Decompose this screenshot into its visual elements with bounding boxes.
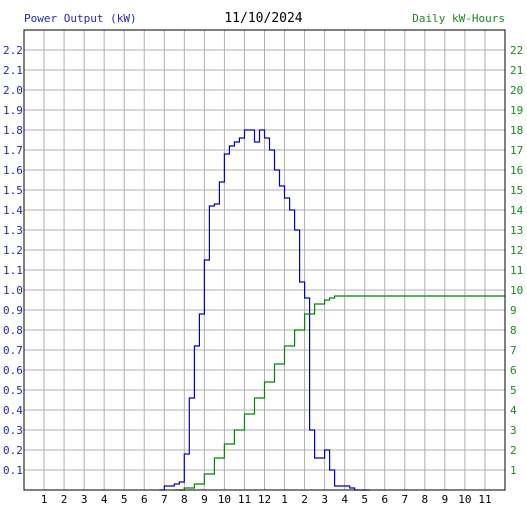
x-tick-label: 5 [361, 493, 368, 506]
y2-tick-label: 21 [510, 64, 523, 77]
y-tick-label: 0.4 [3, 404, 23, 417]
y-tick-label: 1.0 [3, 284, 23, 297]
x-tick-label: 7 [161, 493, 168, 506]
x-tick-label: 3 [81, 493, 88, 506]
x-tick-label: 4 [341, 493, 348, 506]
x-tick-label: 10 [458, 493, 471, 506]
y2-tick-label: 13 [510, 224, 523, 237]
y2-tick-label: 1 [510, 464, 517, 477]
y2-tick-label: 16 [510, 164, 523, 177]
left-axis-title: Power Output (kW) [24, 12, 137, 25]
x-tick-label: 12 [258, 493, 271, 506]
x-tick-label: 10 [218, 493, 231, 506]
x-tick-label: 9 [442, 493, 449, 506]
right-axis-title: Daily kW-Hours [412, 12, 505, 25]
series-layer [159, 129, 505, 491]
y-tick-label: 1.6 [3, 164, 23, 177]
y2-tick-label: 17 [510, 144, 523, 157]
x-tick-label: 4 [101, 493, 108, 506]
y2-tick-label: 18 [510, 124, 523, 137]
y2-tick-label: 7 [510, 344, 517, 357]
y2-tick-label: 10 [510, 284, 523, 297]
x-tick-label: 1 [281, 493, 288, 506]
y-tick-label: 1.3 [3, 224, 23, 237]
y2-tick-label: 8 [510, 324, 517, 337]
x-tick-label: 11 [478, 493, 491, 506]
x-tick-label: 2 [301, 493, 308, 506]
y-tick-label: 0.3 [3, 424, 23, 437]
x-tick-label: 6 [381, 493, 388, 506]
y-tick-label: 2.1 [3, 64, 23, 77]
y2-tick-label: 5 [510, 384, 517, 397]
y-tick-label: 1.8 [3, 124, 23, 137]
y2-tick-label: 22 [510, 44, 523, 57]
y-tick-label: 1.7 [3, 144, 23, 157]
y2-tick-label: 15 [510, 184, 523, 197]
y-tick-label: 0.5 [3, 384, 23, 397]
chart-title: 11/10/2024 [224, 11, 303, 26]
y-tick-label: 1.9 [3, 104, 23, 117]
y2-tick-label: 2 [510, 444, 517, 457]
power-output-line [159, 129, 370, 491]
y2-tick-label: 14 [510, 204, 524, 217]
y-tick-label: 0.6 [3, 364, 23, 377]
x-tick-label: 7 [401, 493, 408, 506]
x-tick-label: 8 [181, 493, 188, 506]
y-tick-label: 0.1 [3, 464, 23, 477]
x-tick-label: 8 [422, 493, 429, 506]
x-tick-label: 2 [61, 493, 68, 506]
y-tick-label: 0.8 [3, 324, 23, 337]
y2-tick-label: 11 [510, 264, 523, 277]
y-tick-label: 1.5 [3, 184, 23, 197]
y-tick-label: 1.4 [3, 204, 23, 217]
x-tick-label: 9 [201, 493, 208, 506]
y2-tick-label: 12 [510, 244, 523, 257]
grid [24, 30, 505, 490]
y-tick-label: 0.2 [3, 444, 23, 457]
y2-tick-label: 19 [510, 104, 523, 117]
y-tick-label: 2.2 [3, 44, 23, 57]
tick-labels: 0.1 0.2 0.3 0.4 0.5 0.6 0.7 0.8 0.9 1.0 1.1 1.2 1.3 1… [3, 44, 524, 506]
y2-tick-label: 3 [510, 424, 517, 437]
y2-tick-label: 6 [510, 364, 517, 377]
plot-frame [23, 29, 506, 491]
y-tick-label: 1.2 [3, 244, 23, 257]
y-tick-label: 0.9 [3, 304, 23, 317]
y-tick-label: 0.7 [3, 344, 23, 357]
y2-tick-label: 9 [510, 304, 517, 317]
y-tick-label: 2.0 [3, 84, 23, 97]
x-tick-label: 3 [321, 493, 328, 506]
y-tick-label: 1.1 [3, 264, 23, 277]
y2-tick-label: 20 [510, 84, 523, 97]
x-tick-label: 11 [238, 493, 251, 506]
x-tick-label: 6 [141, 493, 148, 506]
x-tick-label: 5 [121, 493, 128, 506]
x-tick-label: 1 [41, 493, 48, 506]
y2-tick-label: 4 [510, 404, 517, 417]
daily-kwh-line [174, 295, 505, 491]
